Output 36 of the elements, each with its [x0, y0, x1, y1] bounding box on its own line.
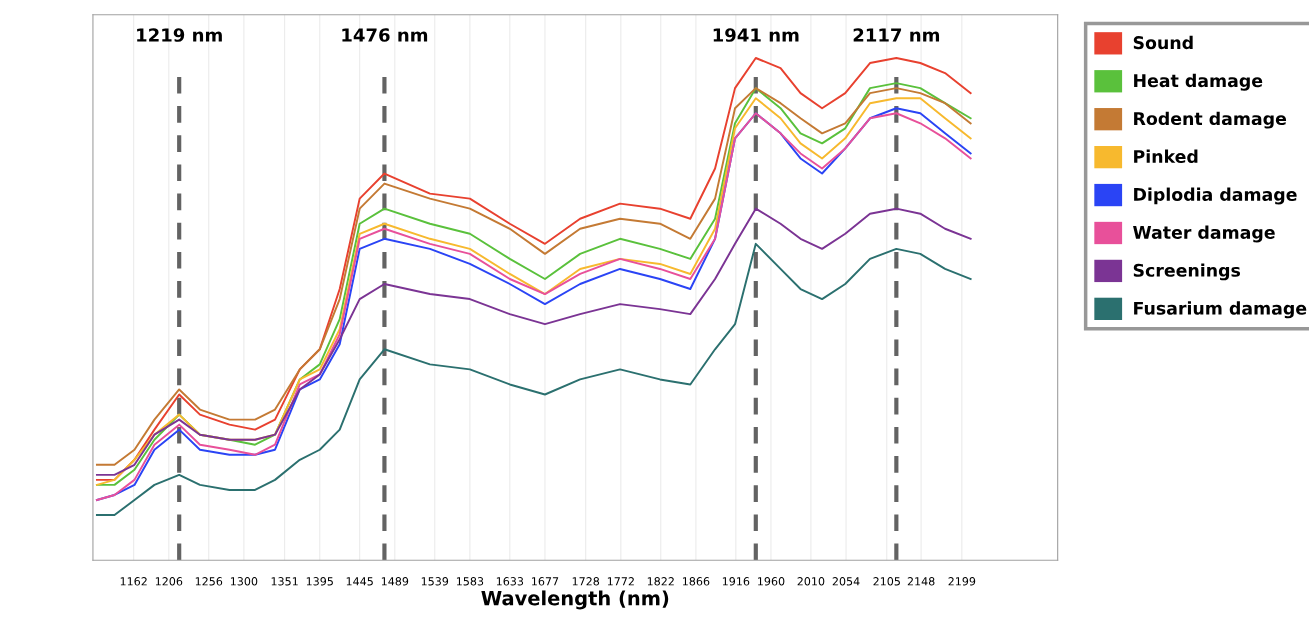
ref-line-label: 1941 nm	[713, 28, 799, 42]
x-tick-label: 2054	[832, 577, 860, 586]
x-tick-label: 2010	[797, 577, 825, 586]
ref-line-label: 1219 nm	[137, 28, 222, 42]
legend-label: Fusarium damage	[1134, 301, 1307, 319]
x-tick-label: 1539	[421, 577, 449, 586]
x-tick-label: 1206	[155, 577, 183, 586]
legend-label: Screenings	[1133, 263, 1241, 281]
x-tick-label: 2148	[907, 577, 935, 586]
legend-label: Water damage	[1133, 225, 1275, 243]
x-tick-label: 1772	[607, 577, 634, 586]
x-tick-label: 1916	[722, 577, 750, 586]
x-tick-label: 2199	[948, 577, 976, 586]
x-tick-label: 2105	[873, 577, 900, 586]
x-tick-label: 1445	[346, 577, 373, 586]
x-tick-label: 1677	[532, 577, 559, 586]
ref-line-label: 2117 nm	[853, 28, 940, 42]
ref-line-label: 1476 nm	[342, 28, 428, 42]
x-tick-label: 1489	[381, 577, 409, 586]
x-axis-title: Wavelength (nm)	[481, 590, 669, 610]
x-tick-label: 1633	[496, 577, 524, 586]
x-tick-label: 1866	[682, 577, 710, 586]
x-tick-label: 1822	[647, 577, 674, 586]
x-tick-label: 1300	[230, 577, 258, 586]
x-tick-label: 1960	[758, 577, 785, 586]
legend-label: Rodent damage	[1134, 111, 1287, 129]
legend-label: Sound	[1133, 35, 1193, 50]
x-tick-label: 1256	[195, 577, 223, 586]
legend-label: Diplodia damage	[1134, 187, 1297, 205]
x-tick-label: 1162	[120, 577, 147, 586]
x-tick-label: 1728	[572, 577, 600, 586]
x-tick-label: 1395	[306, 577, 333, 586]
x-tick-label: 1583	[456, 577, 484, 586]
x-tick-label: 1351	[271, 577, 298, 586]
legend-label: Heat damage	[1134, 73, 1263, 91]
legend-label: Pinked	[1134, 149, 1198, 164]
